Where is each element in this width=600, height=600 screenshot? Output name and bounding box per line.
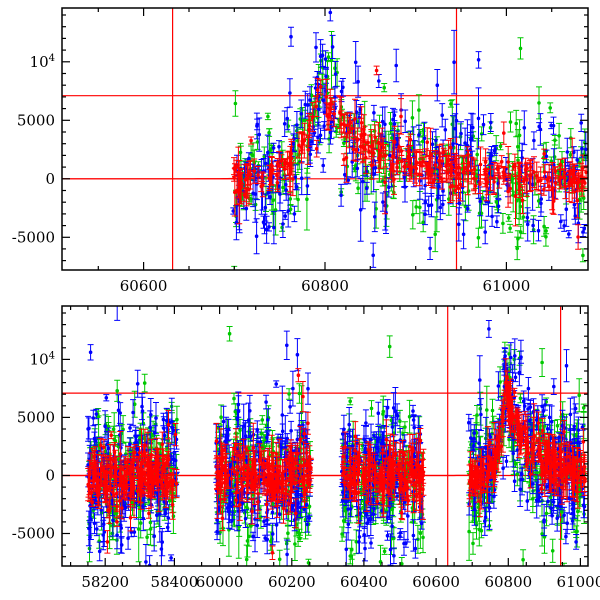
bottom-axis-frame: [61, 305, 589, 567]
scatter-points-red: [341, 434, 426, 515]
scatter-points-red: [86, 422, 179, 544]
y-tick-label: 0: [45, 467, 55, 485]
x-tick-label: 60200: [268, 573, 316, 591]
y-tick-label: 5000: [17, 408, 55, 426]
x-tick-label: 60800: [484, 573, 532, 591]
x-tick-label: 60800: [301, 277, 349, 295]
top-panel-data: [62, 8, 588, 270]
x-tick-label: 60400: [340, 573, 388, 591]
x-tick-label: 58200: [81, 573, 129, 591]
y-tick-label: 5000: [17, 111, 55, 129]
x-tick-label: 61000: [483, 277, 531, 295]
bottom-panel-data: [62, 306, 588, 566]
bottom-axis-ticks: [62, 306, 588, 566]
scatter-points-red: [467, 376, 587, 503]
scatter-points-red: [214, 373, 313, 555]
x-tick-label: 61000: [557, 573, 600, 591]
error-bars-red: [231, 65, 588, 250]
x-tick-label: 60600: [412, 573, 460, 591]
y-tick-label: -5000: [12, 525, 55, 543]
x-tick-label: 58400: [151, 573, 199, 591]
scatter-points-red: [232, 68, 588, 239]
x-tick-label: 60000: [196, 573, 244, 591]
y-tick-label: 0: [45, 170, 55, 188]
y-tick-label: 104: [30, 350, 55, 368]
top-axis-labels: 60600 60800 61000 -5000 0 5000 104: [12, 53, 531, 295]
y-tick-label: -5000: [12, 228, 55, 246]
error-bars-green: [231, 31, 588, 270]
top-axis-ticks: [62, 8, 588, 270]
x-tick-label: 60600: [120, 277, 168, 295]
y-tick-label: 104: [30, 53, 55, 71]
